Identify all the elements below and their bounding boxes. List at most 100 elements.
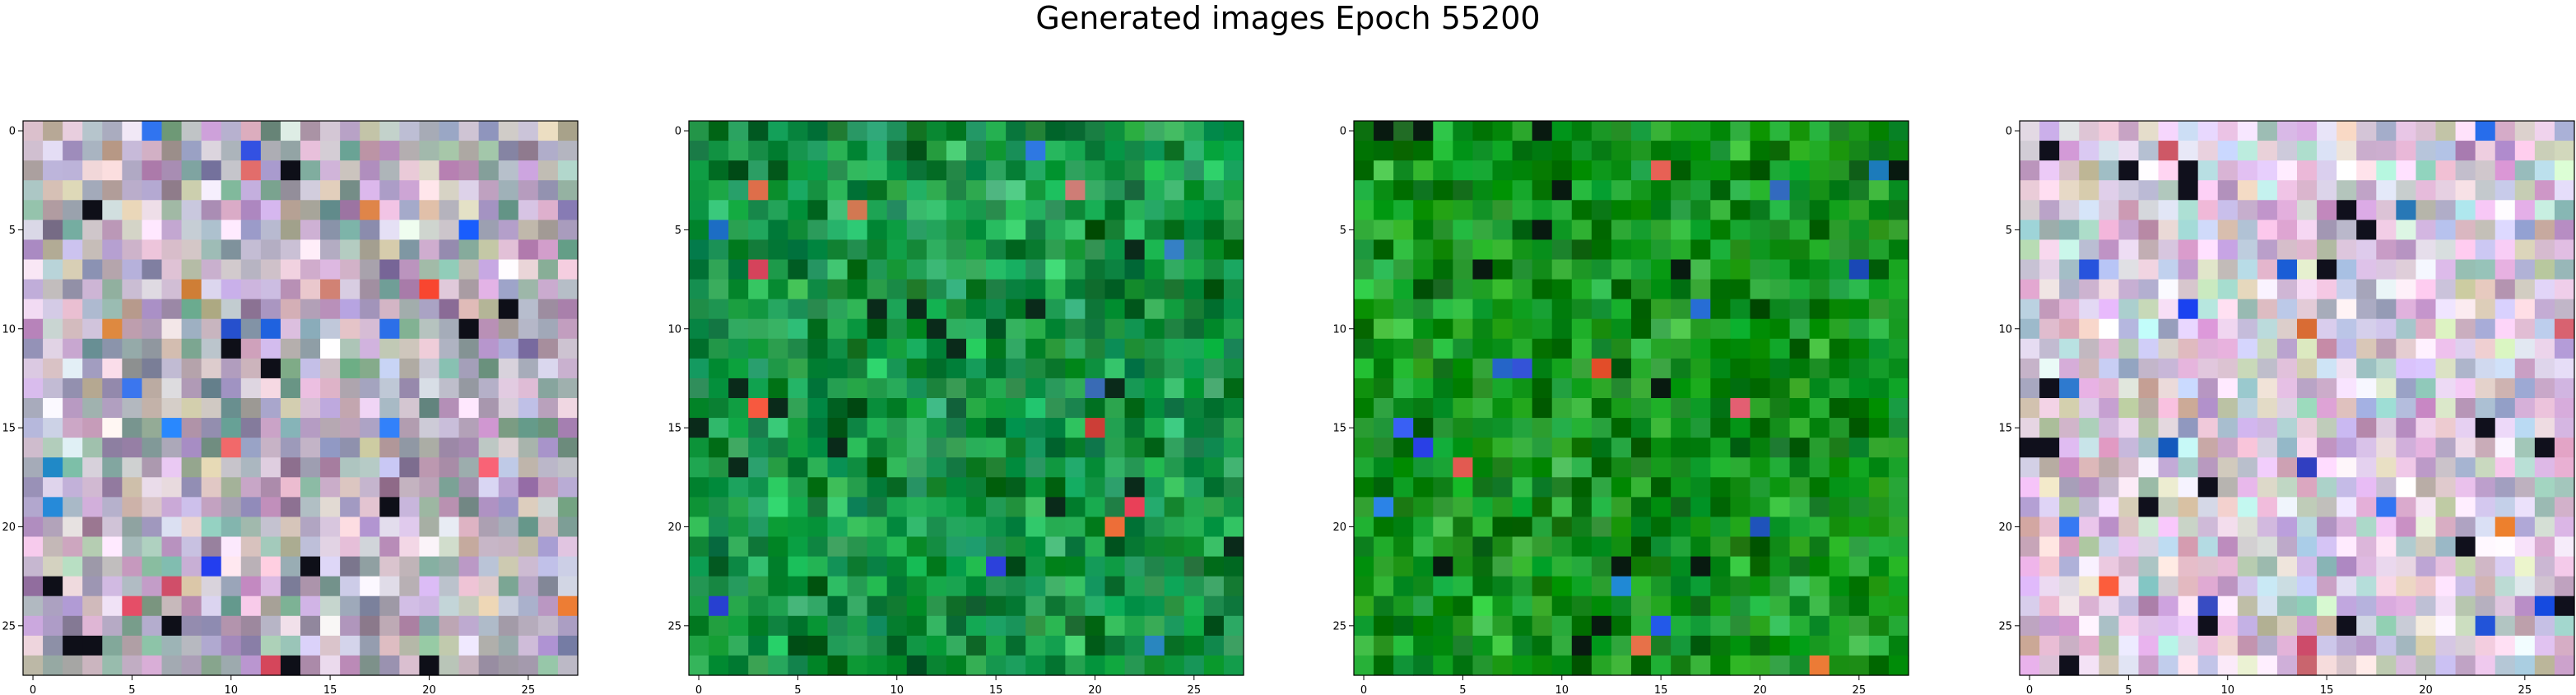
pixel-cell [1730, 615, 1751, 637]
pixel-cell [300, 438, 321, 458]
pixel-cell [1809, 299, 1830, 320]
pixel-cell [260, 536, 281, 558]
pixel-cell [2514, 279, 2536, 300]
pixel-cell [1085, 279, 1106, 300]
pixel-cell [1710, 398, 1731, 419]
pixel-cell [2020, 239, 2040, 261]
pixel-cell [2317, 299, 2337, 320]
pixel-cell [1671, 180, 1691, 201]
pixel-cell [1045, 299, 1066, 320]
pixel-cell [1750, 358, 1771, 379]
pixel-cell [1433, 556, 1453, 577]
pixel-cell [2039, 398, 2060, 419]
pixel-cell [709, 517, 729, 538]
pixel-cell [1203, 418, 1225, 438]
pixel-cell [1809, 655, 1830, 676]
pixel-cell [1848, 635, 1870, 656]
pixel-cell [1532, 595, 1553, 617]
pixel-cell [419, 595, 440, 617]
pixel-cell [1829, 497, 1850, 518]
pixel-cell [2257, 477, 2278, 498]
pixel-cell [419, 121, 440, 141]
pixel-cell [1868, 200, 1890, 220]
pixel-cell [966, 438, 987, 458]
pixel-cell [709, 121, 729, 141]
pixel-cell [1354, 655, 1374, 676]
pixel-cell [2554, 398, 2575, 419]
pixel-cell [458, 160, 480, 181]
pixel-cell [181, 517, 202, 538]
pixel-cell [1223, 615, 1244, 637]
pixel-cell [1354, 477, 1374, 498]
pixel-cell [1065, 160, 1086, 181]
pixel-cell [2276, 418, 2298, 438]
pixel-cell [1045, 200, 1066, 220]
pixel-cell [537, 418, 559, 438]
pixel-cell [807, 477, 829, 498]
pixel-cell [2059, 556, 2080, 577]
pixel-cell [2455, 457, 2476, 478]
pixel-cell [807, 378, 829, 399]
pixel-cell [2455, 200, 2476, 220]
pixel-cell [1144, 536, 1165, 558]
pixel-cell [122, 576, 143, 597]
pixel-cell [379, 378, 400, 399]
pixel-cell [1085, 418, 1106, 438]
pixel-cell [1065, 398, 1086, 419]
pixel-cell [847, 438, 868, 458]
pixel-cell [1651, 517, 1672, 538]
pixel-cell [2276, 635, 2298, 656]
pixel-cell [43, 595, 63, 617]
pixel-cell [1433, 160, 1453, 181]
pixel-cell [1104, 497, 1126, 518]
pixel-cell [1453, 239, 1474, 261]
pixel-cell [2020, 517, 2040, 538]
pixel-cell [886, 259, 908, 280]
pixel-cell [142, 180, 163, 201]
pixel-cell [1611, 418, 1632, 438]
pixel-cell [399, 299, 421, 320]
pixel-cell [82, 556, 103, 577]
pixel-cell [1374, 279, 1394, 300]
pixel-cell [63, 615, 83, 637]
pixel-cell [102, 239, 123, 261]
pixel-cell [1848, 517, 1870, 538]
pixel-cell [1750, 615, 1771, 637]
pixel-cell [1025, 279, 1046, 300]
pixel-cell [537, 279, 559, 300]
pixel-cell [2257, 200, 2278, 220]
pixel-cell [360, 160, 380, 181]
pixel-cell [43, 556, 63, 577]
pixel-cell [906, 477, 928, 498]
pixel-cell [1065, 517, 1086, 538]
pixel-cell [1413, 200, 1434, 220]
pixel-cell [1393, 299, 1414, 320]
x-tick-label: 20 [2419, 684, 2433, 695]
pixel-cell [1551, 200, 1573, 220]
pixel-cell [1671, 141, 1691, 161]
pixel-cell [1631, 200, 1652, 220]
pixel-cell [1631, 239, 1652, 261]
pixel-cell [1631, 635, 1652, 656]
pixel-cell [1164, 517, 1185, 538]
pixel-cell [2158, 358, 2179, 379]
pixel-cell [2495, 318, 2516, 340]
pixel-cell [1025, 517, 1046, 538]
pixel-cell [1374, 457, 1394, 478]
pixel-cell [2099, 378, 2119, 399]
pixel-cell [2059, 418, 2080, 438]
pixel-cell [807, 398, 829, 419]
pixel-cell [1809, 477, 1830, 498]
pixel-cell [1512, 438, 1533, 458]
pixel-cell [748, 556, 769, 577]
pixel-cell [867, 497, 888, 518]
pixel-cell [1104, 477, 1126, 498]
pixel-cell [1730, 536, 1751, 558]
pixel-cell [1183, 517, 1205, 538]
pixel-cell [689, 457, 709, 478]
pixel-cell [1769, 615, 1791, 637]
pixel-cell [498, 457, 519, 478]
pixel-cell [1829, 378, 1850, 399]
pixel-cell [122, 239, 143, 261]
pixel-cell [1492, 299, 1514, 320]
